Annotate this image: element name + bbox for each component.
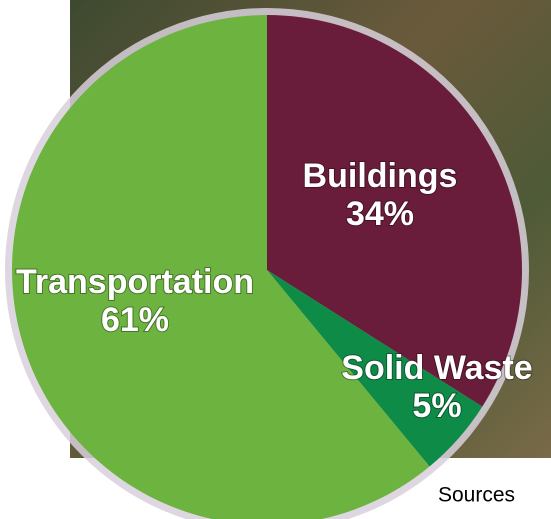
sources-link[interactable]: Sources — [438, 484, 515, 507]
slice-label: Solid Waste — [341, 349, 532, 387]
pie-slice — [12, 15, 430, 519]
pie-slice — [267, 15, 522, 407]
pie-slice — [267, 270, 483, 467]
slice-label: Transportation — [16, 263, 254, 301]
slice-value-label: 5% — [412, 387, 461, 425]
slice-value-label: 61% — [101, 301, 169, 339]
slice-value-label: 34% — [346, 195, 414, 233]
slice-label: Buildings — [303, 157, 458, 195]
